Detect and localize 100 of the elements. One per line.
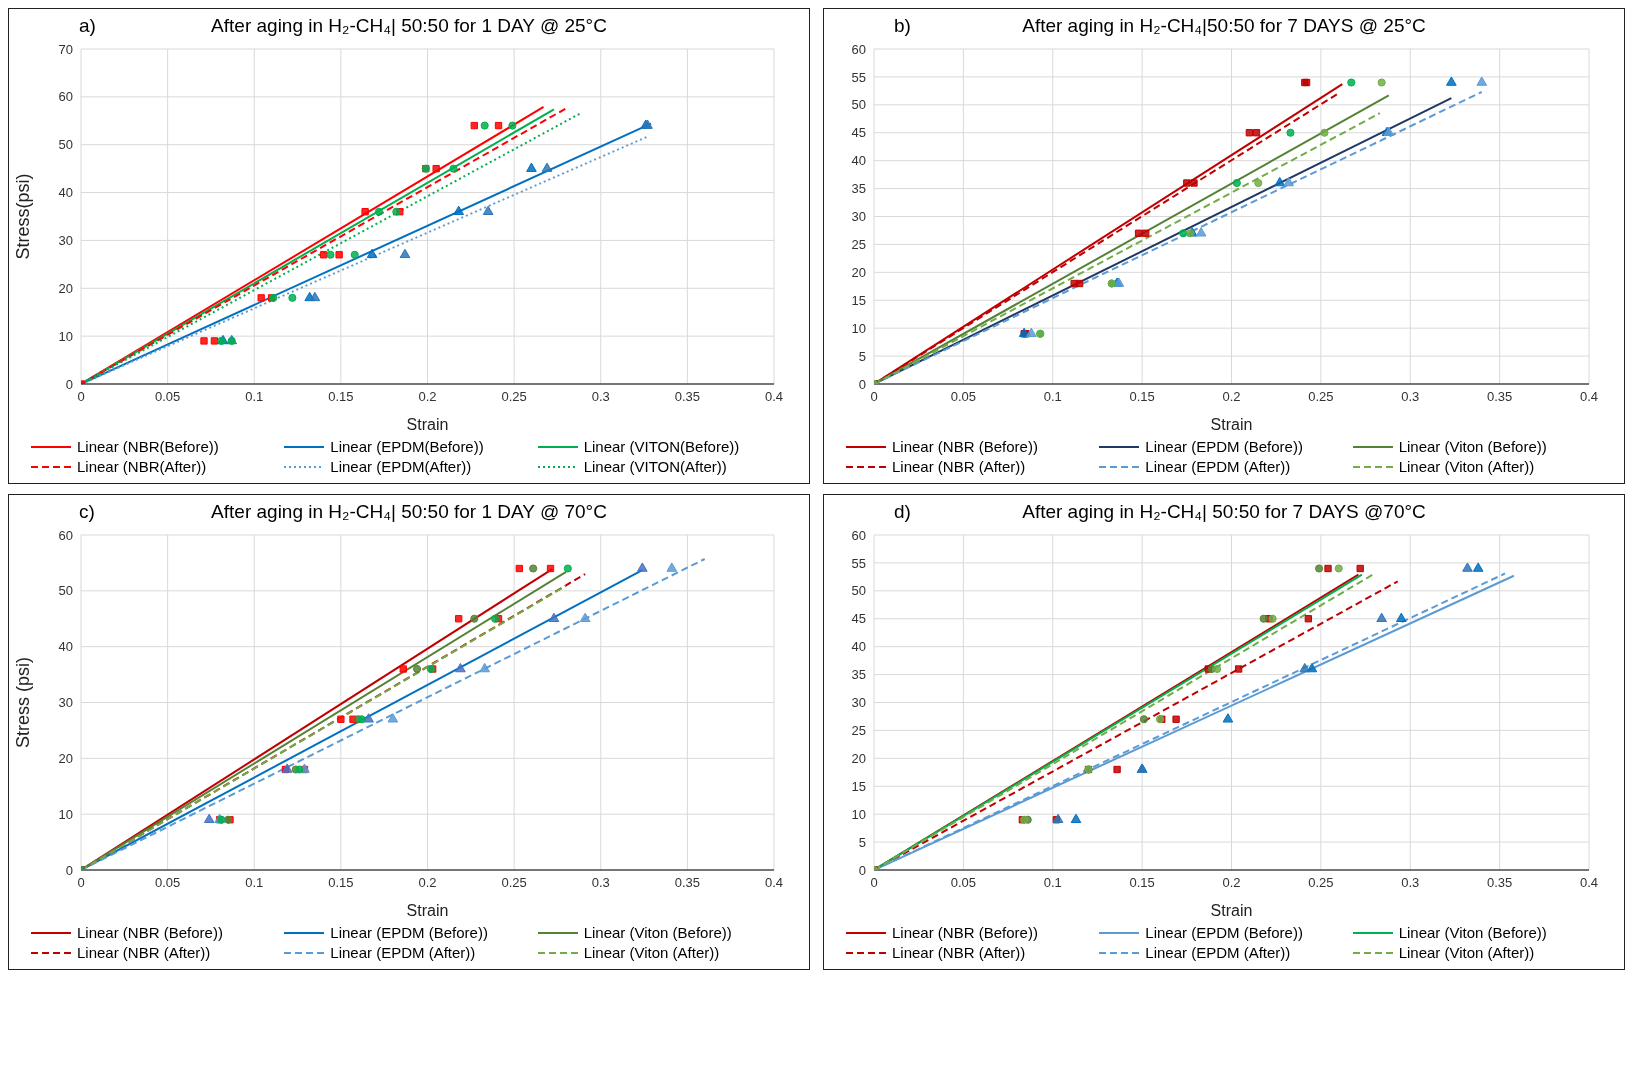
y-tick-label: 55 <box>851 555 866 571</box>
legend-label: Linear (EPDM (Before)) <box>1145 924 1303 941</box>
y-tick-label: 60 <box>58 527 73 543</box>
chart-title: After aging in H₂-CH₄| 50:50 for 1 DAY @ 70°C <box>211 501 607 522</box>
legend-label: Linear (EPDM (Before)) <box>330 924 488 941</box>
y-tick-label: 50 <box>58 137 73 153</box>
y-tick-label: 0 <box>65 862 73 878</box>
x-axis-title: Strain <box>406 902 449 919</box>
x-tick-label: 0.2 <box>418 875 437 891</box>
y-tick-label: 10 <box>851 320 866 336</box>
y-axis-title: Stress (psi) <box>13 656 34 749</box>
legend-label: Linear (NBR (After)) <box>892 944 1026 961</box>
legend-label: Linear (EPDM (Before)) <box>1145 438 1303 455</box>
x-axis-title: Strain <box>1210 902 1253 919</box>
y-tick-label: 5 <box>858 834 866 850</box>
y-tick-label: 60 <box>851 41 866 57</box>
x-tick-label: 0.3 <box>1401 389 1420 405</box>
x-tick-label: 0.15 <box>1129 389 1155 405</box>
legend-label: Linear (VITON(Before)) <box>583 438 740 455</box>
x-tick-label: 0.25 <box>501 875 527 891</box>
legend-label: Linear (Viton (Before)) <box>1398 438 1547 455</box>
legend-label: Linear (NBR (Before)) <box>77 924 223 941</box>
y-tick-label: 20 <box>851 750 866 766</box>
y-tick-label: 5 <box>858 348 866 364</box>
y-tick-label: 20 <box>851 264 866 280</box>
legend-label: Linear (Viton (Before)) <box>583 924 732 941</box>
x-tick-label: 0.05 <box>154 389 181 405</box>
y-tick-label: 30 <box>58 695 73 711</box>
y-tick-label: 70 <box>58 41 73 57</box>
y-tick-label: 20 <box>58 280 73 296</box>
x-tick-label: 0.05 <box>950 875 977 891</box>
y-tick-label: 25 <box>851 237 866 253</box>
legend-label: Linear (Viton (After)) <box>583 944 720 961</box>
y-tick-label: 10 <box>851 806 866 822</box>
x-tick-label: 0.25 <box>501 389 527 405</box>
x-tick-label: 0.05 <box>950 389 977 405</box>
x-tick-label: 0.35 <box>674 875 701 891</box>
x-tick-label: 0.35 <box>1486 875 1513 891</box>
legend-label: Linear (EPDM (After)) <box>1145 458 1291 475</box>
legend-label: Linear (NBR (After)) <box>892 458 1026 475</box>
x-axis-title: Strain <box>1210 416 1253 433</box>
text: a) <box>79 15 96 37</box>
legend-label: Linear (VITON(After)) <box>583 458 727 475</box>
legend-label: Linear (NBR (Before)) <box>892 924 1038 941</box>
y-tick-label: 35 <box>851 667 866 683</box>
x-tick-label: 0.1 <box>1043 389 1062 405</box>
y-tick-label: 0 <box>858 376 866 392</box>
x-tick-label: 0.35 <box>674 389 701 405</box>
y-tick-label: 40 <box>851 153 866 169</box>
chart-title: After aging in H₂-CH₄|50:50 for 7 DAYS @ 25°C <box>1022 15 1426 36</box>
legend-label: Linear (NBR (After)) <box>77 944 211 961</box>
y-tick-label: 30 <box>58 233 73 249</box>
y-tick-label: 35 <box>851 181 866 197</box>
y-tick-label: 40 <box>58 185 73 201</box>
x-tick-label: 0.3 <box>591 389 610 405</box>
y-tick-label: 60 <box>851 527 866 543</box>
text: c) <box>79 501 95 523</box>
legend-label: Linear (EPDM (After)) <box>1145 944 1291 961</box>
y-tick-label: 20 <box>58 750 73 766</box>
legend-label: Linear (Viton (After)) <box>1398 944 1535 961</box>
x-tick-label: 0 <box>77 389 85 405</box>
x-tick-label: 0.15 <box>328 389 354 405</box>
y-tick-label: 0 <box>65 376 73 392</box>
y-tick-label: 50 <box>851 97 866 113</box>
legend-label: Linear (NBR(Before)) <box>77 438 219 455</box>
legend-label: Linear (EPDM(Before)) <box>330 438 484 455</box>
x-tick-label: 0.3 <box>591 875 610 891</box>
y-tick-label: 50 <box>851 583 866 599</box>
x-tick-label: 0 <box>870 389 878 405</box>
x-tick-label: 0 <box>77 875 85 891</box>
x-tick-label: 0.4 <box>764 389 784 405</box>
y-tick-label: 30 <box>851 695 866 711</box>
y-tick-label: 15 <box>851 778 866 794</box>
y-tick-label: 10 <box>58 328 73 344</box>
x-tick-label: 0.1 <box>1043 875 1062 891</box>
y-tick-label: 55 <box>851 69 866 85</box>
legend-label: Linear (NBR (Before)) <box>892 438 1038 455</box>
y-tick-label: 45 <box>851 611 866 627</box>
y-axis-title: Stress(psi) <box>13 173 34 260</box>
y-tick-label: 45 <box>851 125 866 141</box>
legend-label: Linear (Viton (Before)) <box>1398 924 1547 941</box>
y-tick-label: 0 <box>858 862 866 878</box>
y-tick-label: 30 <box>851 209 866 225</box>
x-tick-label: 0.2 <box>1222 389 1241 405</box>
legend-label: Linear (Viton (After)) <box>1398 458 1535 475</box>
x-tick-label: 0.2 <box>418 389 437 405</box>
legend-label: Linear (NBR(After)) <box>77 458 207 475</box>
x-tick-label: 0 <box>870 875 878 891</box>
x-tick-label: 0.4 <box>764 875 784 891</box>
x-tick-label: 0.15 <box>328 875 354 891</box>
legend-label: Linear (EPDM (After)) <box>330 944 476 961</box>
y-tick-label: 10 <box>58 806 73 822</box>
chart-title: After aging in H₂-CH₄| 50:50 for 1 DAY @ 25°C <box>211 15 607 36</box>
x-tick-label: 0.4 <box>1579 389 1599 405</box>
text: b) <box>894 15 911 37</box>
legend-label: Linear (EPDM(After)) <box>330 458 472 475</box>
x-tick-label: 0.15 <box>1129 875 1155 891</box>
x-tick-label: 0.3 <box>1401 875 1420 891</box>
x-tick-label: 0.2 <box>1222 875 1241 891</box>
y-tick-label: 40 <box>851 639 866 655</box>
